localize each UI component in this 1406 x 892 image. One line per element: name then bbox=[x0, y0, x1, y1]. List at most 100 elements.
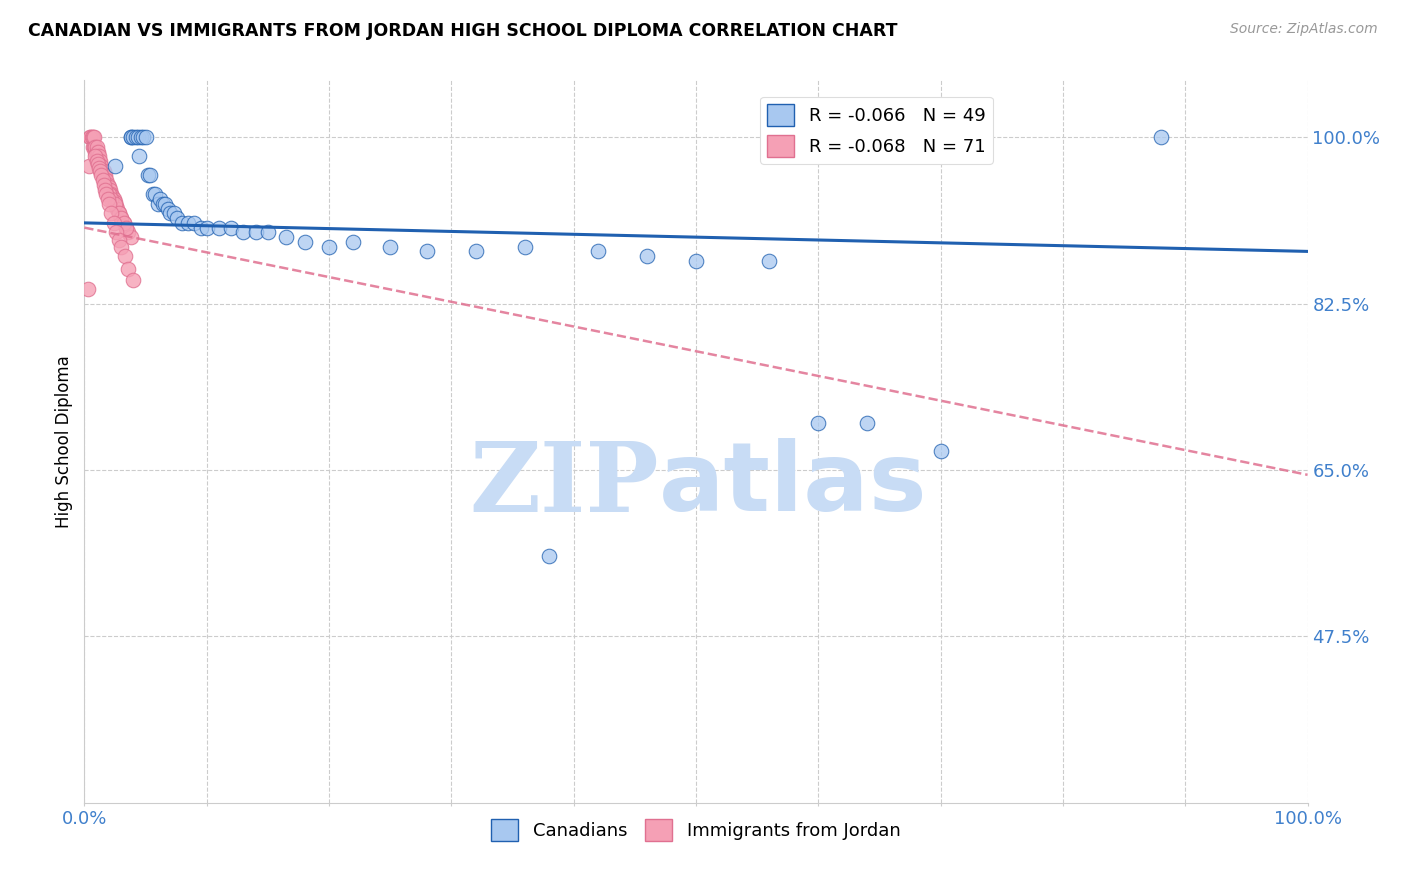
Point bbox=[110, 240, 132, 254]
Point bbox=[93, 169, 115, 183]
Point bbox=[105, 202, 128, 216]
Point bbox=[177, 216, 200, 230]
Point bbox=[112, 216, 135, 230]
Point bbox=[91, 163, 114, 178]
Point bbox=[93, 163, 115, 178]
Point bbox=[122, 130, 145, 145]
Point bbox=[129, 130, 152, 145]
Point bbox=[128, 149, 150, 163]
Point bbox=[232, 226, 254, 240]
Point bbox=[117, 226, 139, 240]
Point bbox=[97, 192, 120, 206]
Legend: Canadians, Immigrants from Jordan: Canadians, Immigrants from Jordan bbox=[484, 812, 908, 848]
Point bbox=[93, 178, 115, 192]
Point bbox=[90, 163, 112, 178]
Point bbox=[87, 157, 110, 171]
Point bbox=[94, 169, 117, 183]
Point bbox=[807, 416, 830, 430]
Point bbox=[107, 206, 129, 220]
Point bbox=[100, 187, 122, 202]
Point bbox=[87, 149, 110, 163]
Point bbox=[97, 197, 120, 211]
Point bbox=[120, 130, 142, 145]
Point bbox=[120, 230, 142, 244]
Point bbox=[84, 145, 107, 159]
Point bbox=[146, 197, 169, 211]
Point bbox=[190, 220, 212, 235]
Point bbox=[104, 159, 127, 173]
Point bbox=[104, 194, 127, 209]
Point bbox=[77, 282, 100, 296]
Point bbox=[80, 130, 103, 145]
Point bbox=[115, 220, 138, 235]
Point bbox=[136, 169, 159, 183]
Point bbox=[79, 130, 101, 145]
Point bbox=[97, 179, 120, 194]
Point bbox=[87, 154, 110, 169]
Point bbox=[100, 192, 122, 206]
Point bbox=[86, 154, 108, 169]
Point bbox=[183, 216, 205, 230]
Point bbox=[91, 169, 114, 183]
Point bbox=[380, 240, 402, 254]
Point bbox=[86, 149, 108, 163]
Point bbox=[153, 197, 176, 211]
Point bbox=[195, 220, 218, 235]
Point bbox=[120, 130, 142, 145]
Point bbox=[89, 159, 111, 173]
Point bbox=[90, 169, 112, 183]
Point bbox=[538, 549, 561, 563]
Point bbox=[219, 220, 242, 235]
Point bbox=[122, 273, 145, 287]
Point bbox=[91, 173, 114, 187]
Point bbox=[318, 240, 340, 254]
Point bbox=[464, 244, 486, 259]
Point bbox=[125, 130, 148, 145]
Point bbox=[86, 145, 108, 159]
Point bbox=[758, 253, 780, 268]
Point bbox=[98, 183, 121, 197]
Point bbox=[245, 226, 267, 240]
Point bbox=[257, 226, 280, 240]
Point bbox=[97, 187, 120, 202]
Point bbox=[105, 226, 128, 240]
Point bbox=[127, 130, 149, 145]
Point bbox=[636, 249, 658, 263]
Point bbox=[97, 178, 120, 192]
Point bbox=[96, 187, 118, 202]
Point bbox=[586, 244, 609, 259]
Point bbox=[132, 130, 155, 145]
Point bbox=[90, 159, 112, 173]
Point bbox=[89, 154, 111, 169]
Point bbox=[112, 216, 135, 230]
Point bbox=[101, 189, 124, 203]
Text: CANADIAN VS IMMIGRANTS FROM JORDAN HIGH SCHOOL DIPLOMA CORRELATION CHART: CANADIAN VS IMMIGRANTS FROM JORDAN HIGH … bbox=[28, 22, 897, 40]
Point bbox=[1150, 130, 1173, 145]
Point bbox=[276, 230, 298, 244]
Point bbox=[856, 416, 879, 430]
Point bbox=[117, 261, 139, 276]
Point bbox=[103, 216, 125, 230]
Point bbox=[87, 161, 110, 175]
Point bbox=[294, 235, 316, 249]
Point bbox=[152, 197, 174, 211]
Point bbox=[83, 130, 105, 145]
Point bbox=[110, 211, 132, 226]
Point bbox=[87, 145, 110, 159]
Point bbox=[87, 154, 110, 169]
Point bbox=[104, 197, 127, 211]
Point bbox=[685, 253, 707, 268]
Point bbox=[79, 130, 101, 145]
Point bbox=[77, 159, 100, 173]
Text: ZIP: ZIP bbox=[470, 438, 659, 532]
Point bbox=[82, 140, 104, 154]
Point bbox=[166, 211, 188, 226]
Point bbox=[143, 187, 166, 202]
Text: atlas: atlas bbox=[659, 438, 928, 532]
Point bbox=[107, 206, 129, 220]
Point bbox=[107, 233, 129, 247]
Point bbox=[103, 192, 125, 206]
Point bbox=[929, 444, 952, 458]
Point bbox=[149, 192, 172, 206]
Point bbox=[100, 206, 122, 220]
